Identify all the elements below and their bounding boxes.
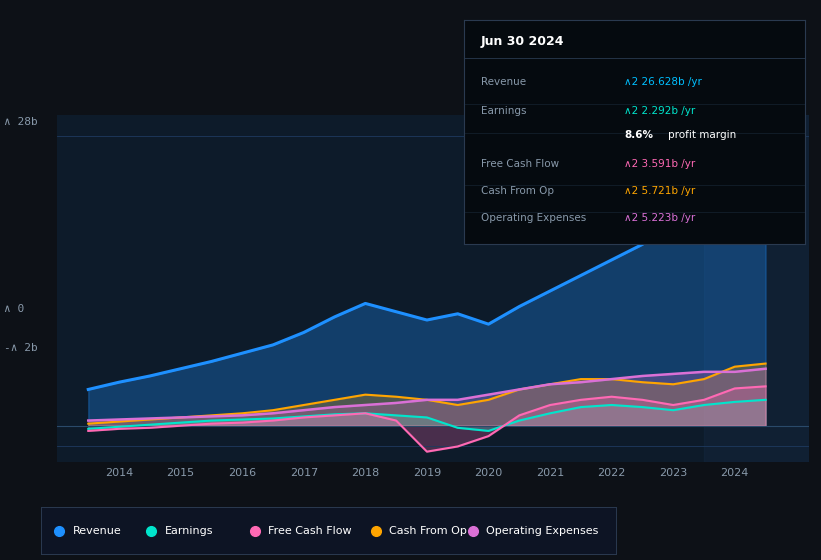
Text: ∧2 3.591b /yr: ∧2 3.591b /yr xyxy=(624,159,695,169)
Text: Earnings: Earnings xyxy=(164,526,213,535)
Text: Revenue: Revenue xyxy=(73,526,122,535)
Text: Free Cash Flow: Free Cash Flow xyxy=(268,526,351,535)
Text: -∧ 2b: -∧ 2b xyxy=(4,343,38,353)
Text: ∧2 5.721b /yr: ∧2 5.721b /yr xyxy=(624,186,695,196)
Text: Free Cash Flow: Free Cash Flow xyxy=(481,159,559,169)
Text: ∧ 0: ∧ 0 xyxy=(4,304,25,314)
Text: Operating Expenses: Operating Expenses xyxy=(481,213,586,223)
Text: Earnings: Earnings xyxy=(481,106,526,116)
Text: ∧2 5.223b /yr: ∧2 5.223b /yr xyxy=(624,213,695,223)
Text: ∧ 28b: ∧ 28b xyxy=(4,117,38,127)
Bar xyxy=(704,115,809,462)
Text: ∧2 26.628b /yr: ∧2 26.628b /yr xyxy=(624,77,702,87)
Text: Revenue: Revenue xyxy=(481,77,526,87)
Text: profit margin: profit margin xyxy=(668,130,736,140)
Text: Cash From Op: Cash From Op xyxy=(389,526,466,535)
Text: Cash From Op: Cash From Op xyxy=(481,186,554,196)
Text: ∧2 2.292b /yr: ∧2 2.292b /yr xyxy=(624,106,695,116)
Text: Operating Expenses: Operating Expenses xyxy=(486,526,599,535)
Text: Jun 30 2024: Jun 30 2024 xyxy=(481,35,564,48)
Text: 8.6%: 8.6% xyxy=(624,130,653,140)
